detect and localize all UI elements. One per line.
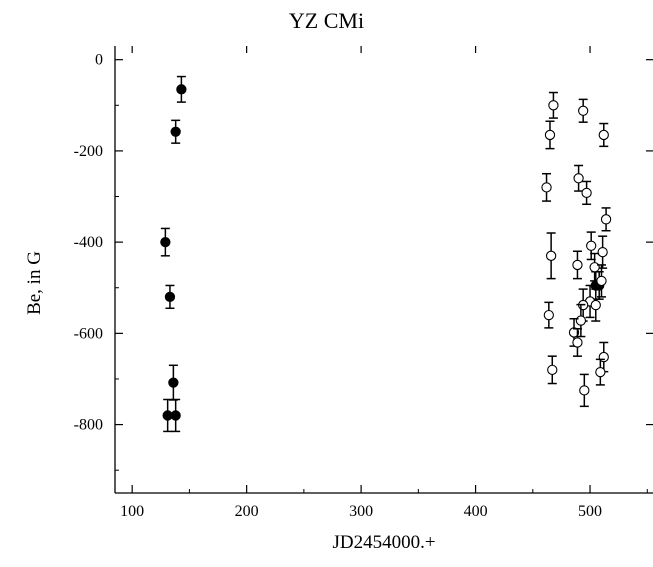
data-point	[545, 232, 557, 280]
x-tick-label: 400	[464, 503, 488, 520]
open-marker	[579, 385, 590, 396]
open-marker	[589, 262, 600, 273]
open-marker	[545, 250, 557, 261]
y-tick-label: -200	[74, 143, 103, 160]
open-marker	[548, 100, 559, 111]
open-marker	[581, 187, 592, 199]
axes-frame	[114, 46, 653, 494]
data-point	[596, 264, 607, 298]
data-point	[579, 373, 590, 408]
filled-marker	[170, 410, 181, 421]
data-point	[162, 398, 173, 433]
data-point	[170, 119, 181, 144]
data-point	[573, 164, 584, 192]
open-marker	[541, 182, 552, 193]
open-marker	[575, 315, 587, 326]
x-tick-label: 200	[235, 503, 259, 520]
y-tick-label: 0	[95, 52, 103, 69]
data-point	[581, 180, 592, 206]
x-tick-label: 300	[349, 503, 373, 520]
data-point	[168, 364, 179, 401]
data-point	[547, 355, 558, 385]
open-marker	[590, 299, 601, 311]
chart-title: YZ CMi	[288, 8, 365, 33]
data-point	[572, 328, 583, 357]
open-marker	[578, 105, 589, 116]
open-marker	[543, 309, 554, 321]
data-points	[160, 75, 612, 433]
data-point	[598, 122, 609, 148]
data-point	[160, 227, 171, 257]
tick-labels: 100 200 300 400 500 0 -200 -400 -600 -800	[74, 52, 602, 520]
data-point	[544, 120, 556, 150]
open-marker	[544, 129, 556, 141]
open-marker	[586, 240, 597, 251]
x-axis-label: JD2454000.+	[332, 532, 436, 553]
data-point	[164, 284, 176, 310]
open-marker	[598, 129, 609, 141]
x-tick-label: 100	[120, 503, 144, 520]
filled-marker	[164, 291, 176, 303]
filled-marker	[160, 236, 171, 248]
data-point	[541, 172, 552, 202]
open-marker	[597, 247, 608, 258]
data-point	[548, 91, 559, 119]
filled-marker	[176, 84, 187, 95]
data-point	[590, 288, 601, 322]
filled-marker	[168, 377, 179, 388]
y-tick-label: -600	[74, 325, 103, 342]
data-point	[575, 303, 587, 338]
data-point	[595, 358, 606, 386]
open-marker	[595, 366, 606, 378]
data-point	[176, 75, 187, 103]
open-marker	[547, 364, 558, 375]
data-point	[597, 235, 608, 269]
data-point	[578, 98, 589, 123]
data-point	[572, 250, 583, 280]
filled-marker	[170, 126, 181, 137]
open-marker	[568, 327, 580, 338]
open-marker	[600, 214, 612, 225]
x-tick-label: 500	[578, 503, 602, 520]
open-marker	[596, 275, 607, 287]
open-marker	[572, 337, 583, 348]
data-point	[586, 231, 597, 261]
tick-marks	[115, 46, 653, 493]
data-point	[589, 252, 600, 282]
data-point	[170, 398, 181, 433]
data-point	[600, 207, 612, 232]
y-tick-label: -400	[74, 234, 103, 251]
open-marker	[572, 259, 583, 271]
y-tick-label: -800	[74, 417, 103, 434]
data-point	[543, 301, 554, 329]
open-marker	[573, 173, 584, 184]
